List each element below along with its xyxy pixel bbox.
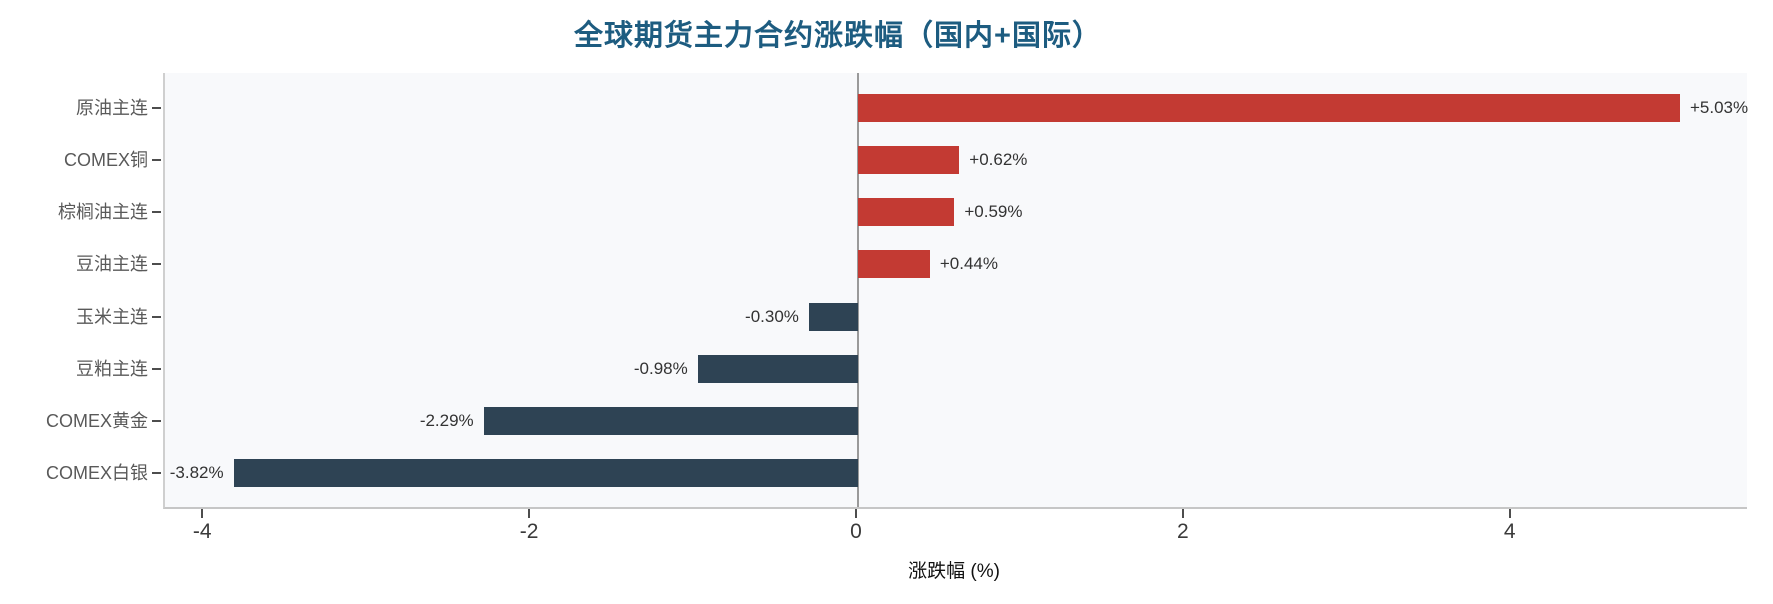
category-label: 豆粕主连 (76, 358, 148, 379)
bar-value-label: -0.98% (633, 358, 688, 378)
bar-value-label: +5.03% (1689, 97, 1749, 117)
x-tick (1508, 509, 1511, 518)
y-tick (152, 367, 161, 370)
zero-axis-line (856, 73, 859, 507)
category-label: 棕榈油主连 (58, 202, 148, 223)
bar-3 (857, 198, 955, 227)
bar-7 (483, 407, 858, 436)
category-label: COMEX铜 (63, 149, 148, 170)
bar-4 (857, 250, 930, 279)
category-label: 玉米主连 (76, 306, 148, 327)
plot-area: +5.03% +0.62% +0.59% +0.44% -0.30% -0.98% -2.2… (163, 73, 1749, 509)
bar-value-label: -0.30% (745, 306, 799, 326)
x-tick-label: 2 (1176, 520, 1189, 543)
bar-6 (697, 354, 858, 383)
y-tick (152, 106, 161, 109)
bar-1 (857, 93, 1680, 122)
category-label: 原油主连 (76, 97, 148, 118)
y-tick (152, 315, 161, 318)
x-tick (1181, 509, 1184, 518)
y-tick (152, 158, 161, 161)
bar-value-label: +0.59% (964, 202, 1023, 222)
bar-value-label: -2.29% (419, 411, 474, 431)
category-label: COMEX黄金 (45, 411, 148, 432)
bar-2 (857, 145, 960, 174)
y-tick (152, 211, 161, 214)
bar-value-label: -3.82% (169, 463, 224, 483)
x-tick-label: -4 (192, 520, 212, 543)
x-tick-label: -2 (519, 520, 539, 543)
x-tick (528, 509, 531, 518)
bar-5 (808, 302, 858, 331)
x-axis-label: 涨跌幅 (%) (908, 561, 1000, 582)
x-tick (854, 509, 857, 518)
y-tick (152, 472, 161, 475)
bar-value-label: +0.62% (969, 149, 1028, 169)
chart-title: 全球期货主力合约涨跌幅（国内+国际） (574, 20, 1102, 52)
y-tick (152, 420, 161, 423)
bar-8 (233, 459, 858, 488)
x-tick-label: 4 (1503, 520, 1516, 543)
category-label: COMEX白银 (45, 463, 148, 484)
x-tick (201, 509, 204, 518)
x-tick-label: 0 (850, 520, 862, 543)
y-tick (152, 263, 161, 266)
category-label: 豆油主连 (76, 254, 148, 275)
bar-value-label: +0.44% (939, 254, 998, 274)
